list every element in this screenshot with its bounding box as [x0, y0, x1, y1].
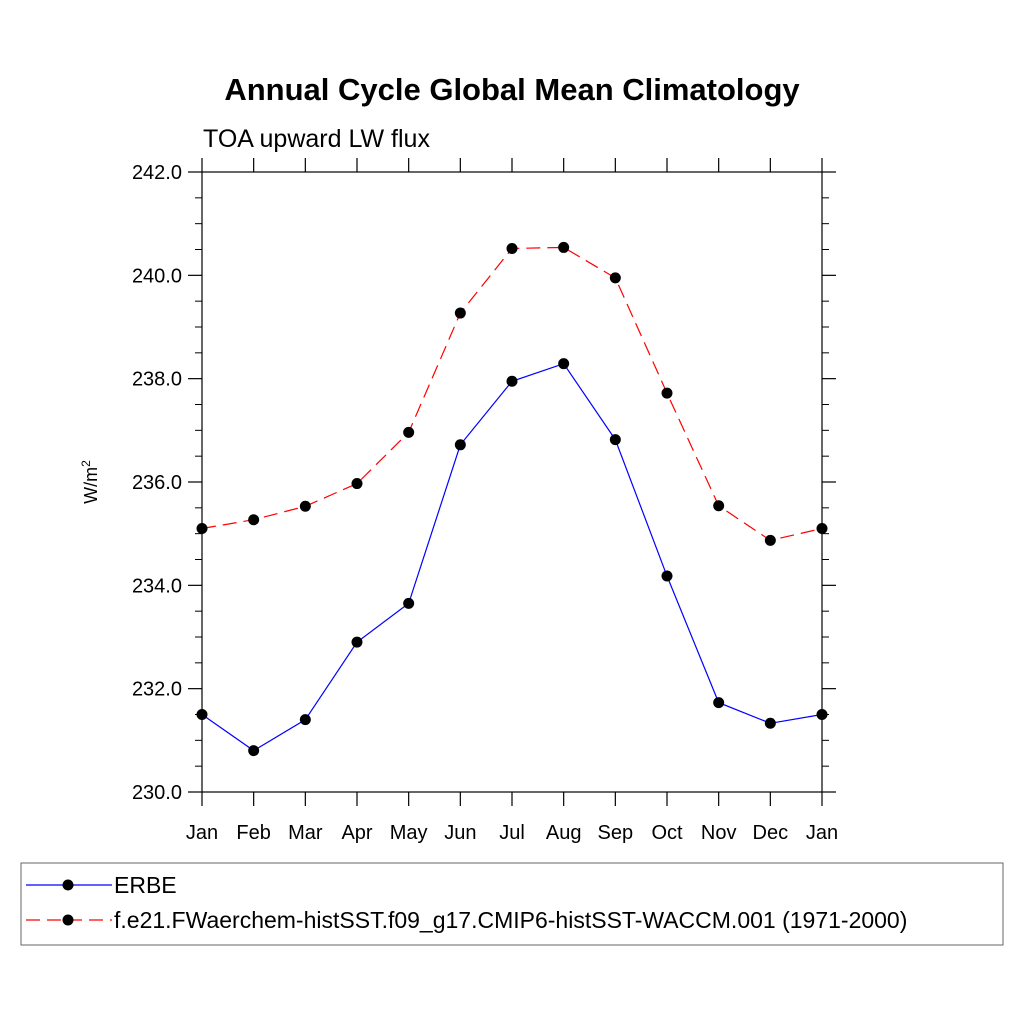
- y-tick-label: 242.0: [132, 162, 182, 184]
- series-line-1: [201, 362, 823, 752]
- y-tick-label: 238.0: [132, 369, 182, 391]
- y-tick-label: 234.0: [132, 575, 182, 597]
- series-1-point: [816, 709, 828, 720]
- series-2-point: [454, 307, 466, 319]
- y-tick-label: 240.0: [132, 265, 182, 287]
- series-2-point: [609, 272, 621, 284]
- series-1-point: [661, 570, 673, 582]
- series-2-point: [403, 426, 415, 438]
- legend-marker-1: [62, 879, 74, 891]
- series-1-point: [609, 434, 621, 446]
- plot-frame: [201, 171, 823, 793]
- y-tick-label: 230.0: [132, 782, 182, 804]
- series-1-point: [764, 717, 776, 729]
- series-1-point: [351, 636, 363, 648]
- legend-label-1: ERBE: [114, 872, 177, 898]
- y-axis-label: W/m2: [79, 460, 101, 504]
- chart-subtitle: TOA upward LW flux: [203, 125, 430, 153]
- x-tick-label: May: [390, 822, 428, 844]
- y-tick-label: 232.0: [132, 679, 182, 701]
- series-1-point: [506, 375, 518, 387]
- series-2-point: [248, 514, 260, 526]
- x-tick-label: Dec: [753, 822, 789, 844]
- x-tick-label: Oct: [651, 822, 683, 844]
- x-tick-label: Mar: [288, 822, 323, 844]
- series-layer: [196, 241, 828, 757]
- series-2-point: [351, 478, 363, 490]
- legend-label-2: f.e21.FWaerchem-histSST.f09_g17.CMIP6-hi…: [114, 907, 907, 933]
- y-tick-label: 236.0: [132, 472, 182, 494]
- x-tick-label: Jul: [499, 822, 525, 844]
- series-1-point: [196, 709, 208, 720]
- series-1-point: [299, 714, 311, 726]
- series-2-point: [196, 523, 208, 534]
- x-tick-label: Jan: [806, 822, 838, 844]
- series-1-point: [248, 745, 260, 757]
- series-1-point: [454, 439, 466, 451]
- legend: ERBE f.e21.FWaerchem-histSST.f09_g17.CMIP…: [26, 872, 907, 933]
- axes: Jan Feb Mar Apr May Jun Jul Aug Sep Oct Nov Dec Jan2…: [132, 158, 838, 844]
- series-2-point: [764, 534, 776, 546]
- series-2-point: [713, 500, 725, 512]
- series-2-point: [816, 523, 828, 534]
- chart-title: Annual Cycle Global Mean Climatology: [224, 72, 800, 107]
- x-tick-label: Jan: [186, 822, 218, 844]
- legend-marker-2: [62, 914, 74, 926]
- x-tick-label: Aug: [546, 822, 582, 844]
- legend-box: [20, 862, 1004, 946]
- series-2-point: [558, 241, 570, 253]
- series-1-point: [558, 358, 570, 370]
- series-1-point: [713, 697, 725, 709]
- series-1-point: [403, 597, 415, 609]
- x-tick-label: Jun: [444, 822, 476, 844]
- series-2-point: [506, 242, 518, 254]
- x-tick-label: Sep: [598, 822, 634, 844]
- series-2-point: [299, 500, 311, 512]
- series-2-point: [661, 387, 673, 399]
- x-tick-label: Feb: [236, 822, 270, 844]
- x-tick-label: Nov: [701, 822, 737, 844]
- series-line-2: [201, 246, 823, 542]
- x-tick-label: Apr: [341, 822, 372, 844]
